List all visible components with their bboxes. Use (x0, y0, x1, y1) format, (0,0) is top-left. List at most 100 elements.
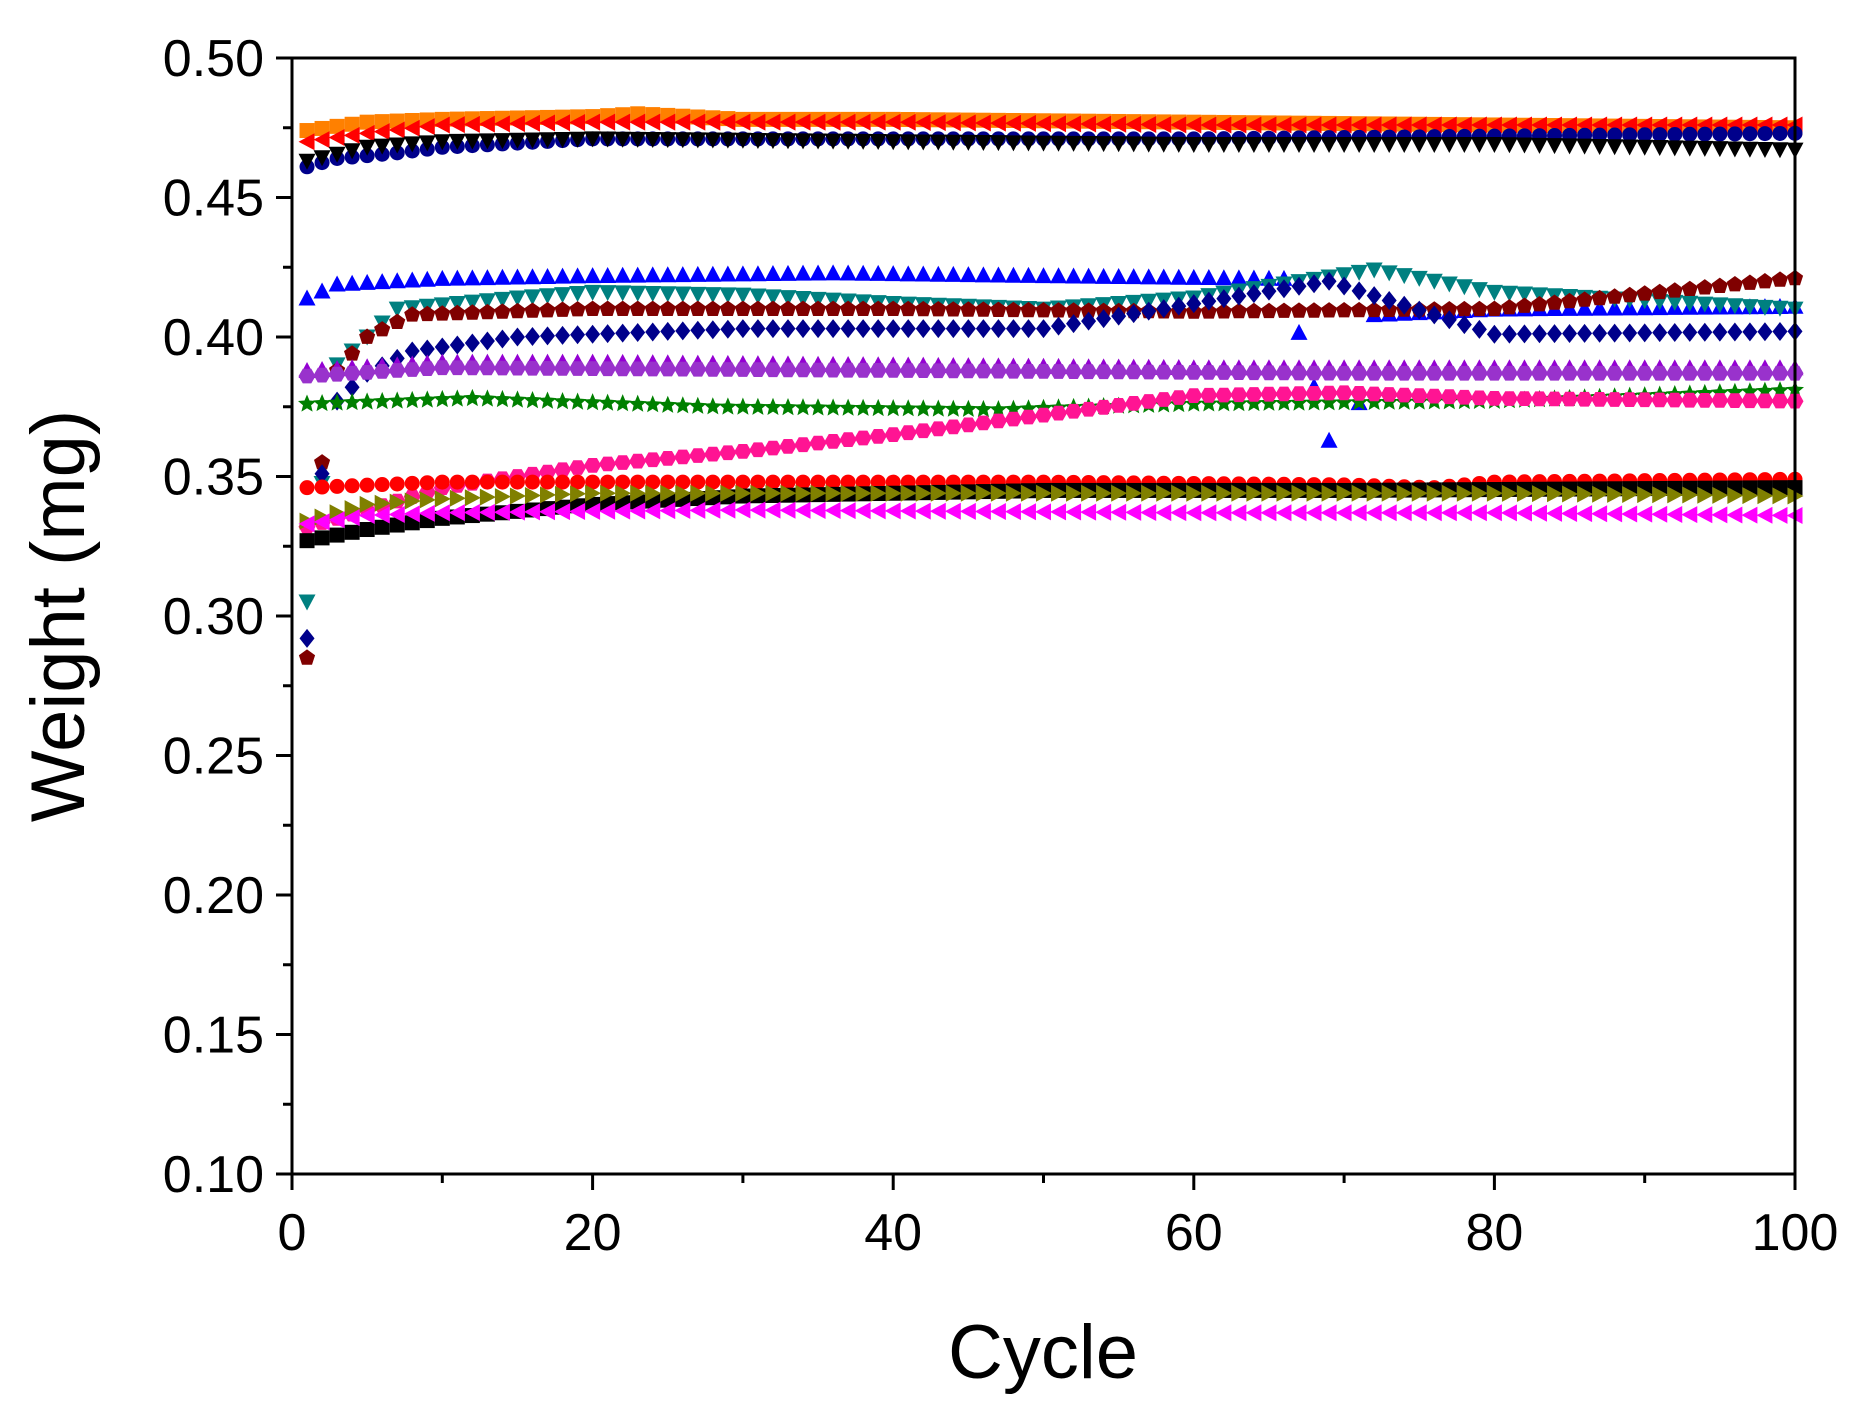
data-point (1440, 276, 1458, 293)
data-point (1186, 294, 1202, 314)
data-point (358, 365, 376, 380)
data-point (299, 480, 315, 496)
data-point (644, 131, 662, 148)
data-point (1035, 407, 1052, 423)
data-point (328, 129, 345, 147)
data-point (855, 319, 871, 339)
data-point (1095, 267, 1113, 284)
data-point (688, 396, 707, 414)
data-point (1547, 324, 1563, 344)
data-point (539, 503, 556, 521)
data-point (795, 474, 811, 490)
data-point (690, 320, 706, 340)
data-point (704, 501, 721, 519)
data-point (1530, 137, 1548, 154)
data-point (959, 502, 976, 520)
data-point (449, 489, 466, 507)
data-point (795, 484, 812, 502)
data-point (1245, 116, 1262, 134)
data-point (1636, 505, 1653, 523)
data-point (959, 114, 976, 132)
data-point (1485, 504, 1502, 522)
data-point (1621, 365, 1639, 381)
data-point (1019, 114, 1036, 132)
data-point (1185, 268, 1203, 285)
data-point (313, 150, 331, 167)
y-tick-label: 0.20 (163, 867, 264, 925)
data-point (344, 478, 360, 494)
data-point (1531, 324, 1547, 344)
data-point (1455, 504, 1472, 522)
data-point (1020, 409, 1037, 425)
data-point (1004, 411, 1022, 427)
data-point (1607, 127, 1623, 143)
data-point (704, 132, 722, 149)
data-point (524, 302, 541, 318)
data-point (1170, 116, 1187, 134)
data-point (1696, 296, 1714, 313)
data-point (1426, 305, 1442, 325)
data-point (328, 393, 347, 411)
data-point (764, 501, 781, 519)
data-point (1231, 484, 1248, 502)
data-point (1141, 484, 1158, 502)
data-point (403, 390, 422, 409)
data-point (734, 132, 752, 149)
data-point (779, 398, 797, 416)
data-point (1515, 504, 1532, 522)
data-point (359, 522, 375, 538)
data-point (1321, 271, 1337, 291)
y-tick-label: 0.50 (163, 30, 264, 88)
data-point (1410, 388, 1428, 403)
data-point (675, 321, 691, 341)
data-point (1381, 290, 1397, 310)
data-point (1155, 392, 1173, 407)
data-point (1005, 319, 1021, 339)
data-point (1350, 136, 1368, 153)
data-point (809, 501, 826, 519)
data-point (839, 264, 857, 281)
data-point (689, 286, 707, 303)
data-point (494, 303, 511, 319)
data-point (1410, 136, 1428, 153)
data-point (540, 474, 556, 490)
axis-ticks: 0 20 40 60 80 100 0.10 0.15 0.20 0.25 0.30 0.35 0.40… (163, 30, 1839, 1262)
data-point (1576, 291, 1593, 307)
data-point (569, 131, 587, 148)
data-point (1516, 485, 1533, 503)
data-point (840, 319, 856, 339)
data-point (313, 367, 331, 383)
data-point (1471, 300, 1488, 317)
data-point (1380, 387, 1398, 402)
data-point (1020, 364, 1037, 379)
data-point (1471, 319, 1487, 339)
data-point (1035, 503, 1051, 521)
data-point (869, 429, 887, 444)
data-point (974, 363, 992, 379)
data-point (644, 361, 662, 377)
data-point (449, 304, 466, 321)
data-point (914, 113, 931, 131)
data-point (779, 300, 797, 316)
series-15 (299, 484, 1804, 530)
data-point (1455, 136, 1473, 153)
data-point (719, 501, 736, 519)
data-point (899, 363, 917, 378)
data-point (944, 502, 961, 520)
data-point (1636, 392, 1654, 408)
data-point (343, 509, 360, 527)
data-point (1290, 504, 1307, 522)
data-point (570, 485, 587, 503)
data-point (1576, 365, 1594, 381)
series-14 (299, 480, 1803, 549)
data-point (585, 474, 601, 490)
data-point (478, 503, 495, 521)
data-point (764, 113, 781, 131)
data-point (1681, 280, 1698, 296)
data-point (1050, 503, 1067, 521)
data-point (825, 300, 842, 316)
data-point (929, 399, 948, 417)
data-point (523, 268, 541, 285)
data-point (1185, 365, 1203, 380)
data-point (1080, 401, 1098, 417)
